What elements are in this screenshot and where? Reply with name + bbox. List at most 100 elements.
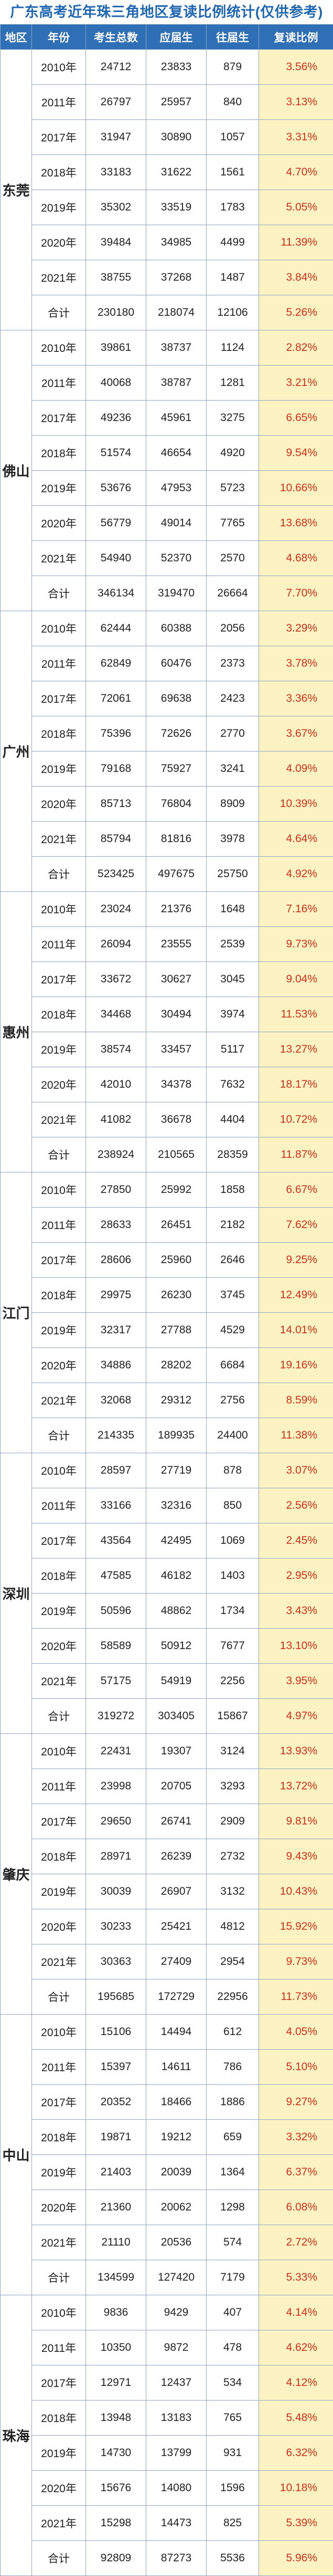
fresh-cell: 52370 <box>146 541 207 576</box>
ratio-cell: 9.25% <box>259 1243 333 1278</box>
year-cell: 合计 <box>32 857 86 892</box>
year-cell: 2010年 <box>32 2015 86 2050</box>
total-cell: 21403 <box>86 2155 146 2190</box>
ratio-cell: 10.66% <box>259 471 333 506</box>
repeat-cell: 2056 <box>207 611 259 646</box>
repeat-cell: 7632 <box>207 1067 259 1102</box>
ratio-cell: 4.62% <box>259 2330 333 2365</box>
ratio-cell: 11.73% <box>259 1980 333 2015</box>
repeat-cell: 2909 <box>207 1804 259 1839</box>
ratio-cell: 10.18% <box>259 2471 333 2506</box>
fresh-cell: 48862 <box>146 1594 207 1629</box>
fresh-cell: 497675 <box>146 857 207 892</box>
repeat-cell: 478 <box>207 2330 259 2365</box>
year-cell: 2010年 <box>32 611 86 646</box>
header-repeat: 往届生 <box>207 25 259 50</box>
fresh-cell: 23555 <box>146 927 207 962</box>
ratio-cell: 9.73% <box>259 1944 333 1980</box>
ratio-cell: 9.81% <box>259 1804 333 1839</box>
fresh-cell: 9429 <box>146 2295 207 2330</box>
fresh-cell: 189935 <box>146 1418 207 1453</box>
repeat-cell: 1364 <box>207 2155 259 2190</box>
total-cell: 14730 <box>86 2436 146 2471</box>
ratio-cell: 6.67% <box>259 1173 333 1208</box>
total-cell: 92809 <box>86 2541 146 2576</box>
repeat-cell: 3974 <box>207 997 259 1032</box>
ratio-cell: 4.92% <box>259 857 333 892</box>
year-cell: 2021年 <box>32 1383 86 1418</box>
repeat-cell: 574 <box>207 2225 259 2260</box>
ratio-cell: 5.39% <box>259 2506 333 2541</box>
ratio-cell: 2.95% <box>259 1558 333 1594</box>
total-cell: 20352 <box>86 2085 146 2120</box>
repeat-cell: 879 <box>207 50 259 85</box>
year-cell: 2011年 <box>32 85 86 120</box>
ratio-cell: 13.68% <box>259 506 333 541</box>
total-cell: 26094 <box>86 927 146 962</box>
ratio-cell: 10.72% <box>259 1102 333 1137</box>
ratio-cell: 9.04% <box>259 962 333 997</box>
ratio-cell: 14.01% <box>259 1313 333 1348</box>
total-cell: 23024 <box>86 892 146 927</box>
ratio-cell: 9.27% <box>259 2085 333 2120</box>
fresh-cell: 30627 <box>146 962 207 997</box>
repeat-cell: 5723 <box>207 471 259 506</box>
fresh-cell: 14494 <box>146 2015 207 2050</box>
ratio-cell: 5.33% <box>259 2260 333 2295</box>
repeat-cell: 26664 <box>207 576 259 611</box>
fresh-cell: 25421 <box>146 1909 207 1944</box>
repeat-cell: 1734 <box>207 1594 259 1629</box>
fresh-cell: 33457 <box>146 1032 207 1067</box>
repeat-cell: 2756 <box>207 1383 259 1418</box>
year-cell: 2018年 <box>32 1278 86 1313</box>
ratio-cell: 10.39% <box>259 787 333 822</box>
total-cell: 39861 <box>86 330 146 366</box>
total-cell: 23998 <box>86 1769 146 1804</box>
total-cell: 15106 <box>86 2015 146 2050</box>
ratio-cell: 2.82% <box>259 330 333 366</box>
repeat-cell: 850 <box>207 1488 259 1523</box>
repeat-cell: 4499 <box>207 225 259 260</box>
year-cell: 2018年 <box>32 716 86 751</box>
year-cell: 2011年 <box>32 1208 86 1243</box>
fresh-cell: 303405 <box>146 1699 207 1734</box>
repeat-cell: 1298 <box>207 2190 259 2225</box>
repeat-cell: 2770 <box>207 716 259 751</box>
ratio-cell: 2.56% <box>259 1488 333 1523</box>
ratio-cell: 11.87% <box>259 1137 333 1173</box>
year-cell: 2011年 <box>32 2330 86 2365</box>
repeat-cell: 3745 <box>207 1278 259 1313</box>
total-cell: 31947 <box>86 120 146 155</box>
fresh-cell: 34985 <box>146 225 207 260</box>
fresh-cell: 20536 <box>146 2225 207 2260</box>
total-cell: 57175 <box>86 1664 146 1699</box>
repeat-cell: 1487 <box>207 260 259 295</box>
total-cell: 51574 <box>86 436 146 471</box>
fresh-cell: 210565 <box>146 1137 207 1173</box>
total-cell: 28971 <box>86 1839 146 1874</box>
year-cell: 2017年 <box>32 2365 86 2401</box>
fresh-cell: 37268 <box>146 260 207 295</box>
repeat-cell: 8909 <box>207 787 259 822</box>
total-cell: 56779 <box>86 506 146 541</box>
fresh-cell: 21376 <box>146 892 207 927</box>
fresh-cell: 30494 <box>146 997 207 1032</box>
ratio-cell: 7.62% <box>259 1208 333 1243</box>
page-title: 广东高考近年珠三角地区复读比例统计(仅供参考) <box>0 0 333 24</box>
year-cell: 合计 <box>32 1699 86 1734</box>
year-cell: 2018年 <box>32 997 86 1032</box>
